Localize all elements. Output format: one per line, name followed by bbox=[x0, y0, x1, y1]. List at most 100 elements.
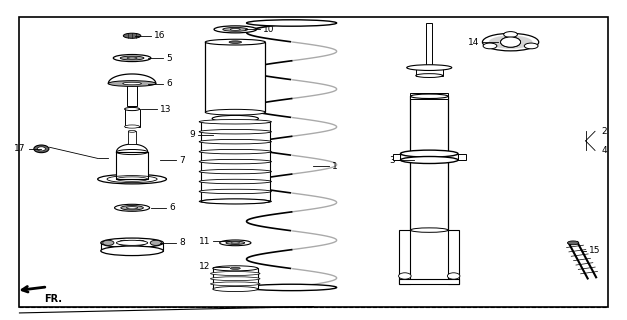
Text: 12: 12 bbox=[199, 262, 210, 271]
Ellipse shape bbox=[115, 204, 150, 211]
Bar bbox=[411, 93, 448, 100]
Text: 11: 11 bbox=[199, 237, 210, 246]
Circle shape bbox=[500, 37, 520, 47]
Ellipse shape bbox=[199, 120, 271, 124]
Ellipse shape bbox=[124, 33, 141, 38]
Bar bbox=[426, 23, 432, 68]
Ellipse shape bbox=[230, 28, 240, 30]
Ellipse shape bbox=[219, 240, 251, 246]
Ellipse shape bbox=[503, 32, 517, 37]
Bar bbox=[416, 68, 443, 76]
Text: 8: 8 bbox=[179, 238, 185, 247]
Text: 1: 1 bbox=[332, 162, 338, 171]
Text: 9: 9 bbox=[189, 130, 194, 139]
Circle shape bbox=[500, 37, 520, 47]
Bar bbox=[411, 96, 448, 230]
Ellipse shape bbox=[401, 156, 458, 164]
Circle shape bbox=[448, 273, 460, 279]
Ellipse shape bbox=[411, 228, 448, 232]
Ellipse shape bbox=[123, 82, 142, 85]
Ellipse shape bbox=[127, 57, 137, 59]
Ellipse shape bbox=[246, 20, 337, 26]
Ellipse shape bbox=[567, 241, 579, 245]
Text: 7: 7 bbox=[179, 156, 185, 164]
Ellipse shape bbox=[230, 267, 240, 269]
Ellipse shape bbox=[119, 240, 130, 245]
Ellipse shape bbox=[101, 238, 164, 248]
Ellipse shape bbox=[524, 43, 538, 49]
Text: 10: 10 bbox=[263, 25, 275, 34]
Bar bbox=[213, 268, 258, 289]
Ellipse shape bbox=[103, 240, 114, 245]
Text: 4: 4 bbox=[601, 146, 607, 155]
Ellipse shape bbox=[134, 240, 145, 245]
Ellipse shape bbox=[211, 272, 260, 276]
Text: 2: 2 bbox=[601, 127, 607, 136]
Ellipse shape bbox=[483, 43, 497, 49]
Bar bbox=[129, 131, 136, 144]
Ellipse shape bbox=[488, 36, 532, 49]
Bar bbox=[117, 152, 148, 179]
Text: FR.: FR. bbox=[45, 294, 63, 304]
Ellipse shape bbox=[401, 150, 458, 157]
Ellipse shape bbox=[98, 174, 167, 184]
Ellipse shape bbox=[212, 116, 258, 122]
Ellipse shape bbox=[214, 26, 256, 33]
Ellipse shape bbox=[199, 159, 271, 164]
Bar bbox=[393, 154, 401, 160]
Ellipse shape bbox=[108, 81, 156, 86]
Text: 13: 13 bbox=[161, 105, 172, 114]
Bar bbox=[399, 279, 459, 284]
Bar bbox=[125, 109, 140, 126]
Bar bbox=[127, 84, 137, 106]
Text: 6: 6 bbox=[170, 203, 176, 212]
Ellipse shape bbox=[101, 246, 164, 256]
Text: 6: 6 bbox=[167, 79, 172, 88]
Ellipse shape bbox=[211, 277, 260, 281]
Text: 17: 17 bbox=[14, 144, 26, 153]
Polygon shape bbox=[108, 74, 156, 84]
Text: 16: 16 bbox=[154, 31, 166, 40]
Bar bbox=[448, 230, 459, 284]
Text: 3: 3 bbox=[389, 156, 395, 164]
Ellipse shape bbox=[120, 56, 144, 60]
Ellipse shape bbox=[246, 284, 337, 291]
Ellipse shape bbox=[205, 109, 265, 115]
Ellipse shape bbox=[199, 179, 271, 184]
Ellipse shape bbox=[226, 241, 245, 244]
Ellipse shape bbox=[205, 39, 265, 45]
Ellipse shape bbox=[199, 140, 271, 144]
Polygon shape bbox=[117, 144, 148, 152]
Bar bbox=[458, 154, 465, 160]
Ellipse shape bbox=[199, 189, 271, 194]
Ellipse shape bbox=[199, 199, 271, 204]
Ellipse shape bbox=[129, 130, 136, 132]
Ellipse shape bbox=[407, 65, 452, 70]
Ellipse shape bbox=[201, 199, 270, 204]
Ellipse shape bbox=[199, 149, 271, 154]
Ellipse shape bbox=[127, 207, 138, 209]
Bar bbox=[205, 42, 265, 112]
Text: 14: 14 bbox=[468, 38, 479, 47]
Ellipse shape bbox=[199, 169, 271, 174]
Text: 15: 15 bbox=[589, 246, 600, 255]
Ellipse shape bbox=[117, 240, 148, 245]
Circle shape bbox=[399, 273, 411, 279]
Ellipse shape bbox=[213, 286, 258, 292]
Ellipse shape bbox=[199, 130, 271, 134]
Ellipse shape bbox=[125, 125, 140, 128]
Bar bbox=[399, 230, 411, 284]
Ellipse shape bbox=[229, 41, 241, 44]
Ellipse shape bbox=[125, 108, 140, 111]
Ellipse shape bbox=[211, 282, 260, 286]
Ellipse shape bbox=[482, 33, 539, 51]
Ellipse shape bbox=[113, 54, 151, 61]
Ellipse shape bbox=[411, 94, 448, 99]
Ellipse shape bbox=[150, 240, 162, 245]
Bar bbox=[401, 154, 458, 160]
Ellipse shape bbox=[37, 147, 45, 151]
Ellipse shape bbox=[34, 145, 49, 153]
Bar bbox=[101, 243, 164, 251]
Bar bbox=[201, 122, 270, 201]
Ellipse shape bbox=[121, 205, 144, 210]
